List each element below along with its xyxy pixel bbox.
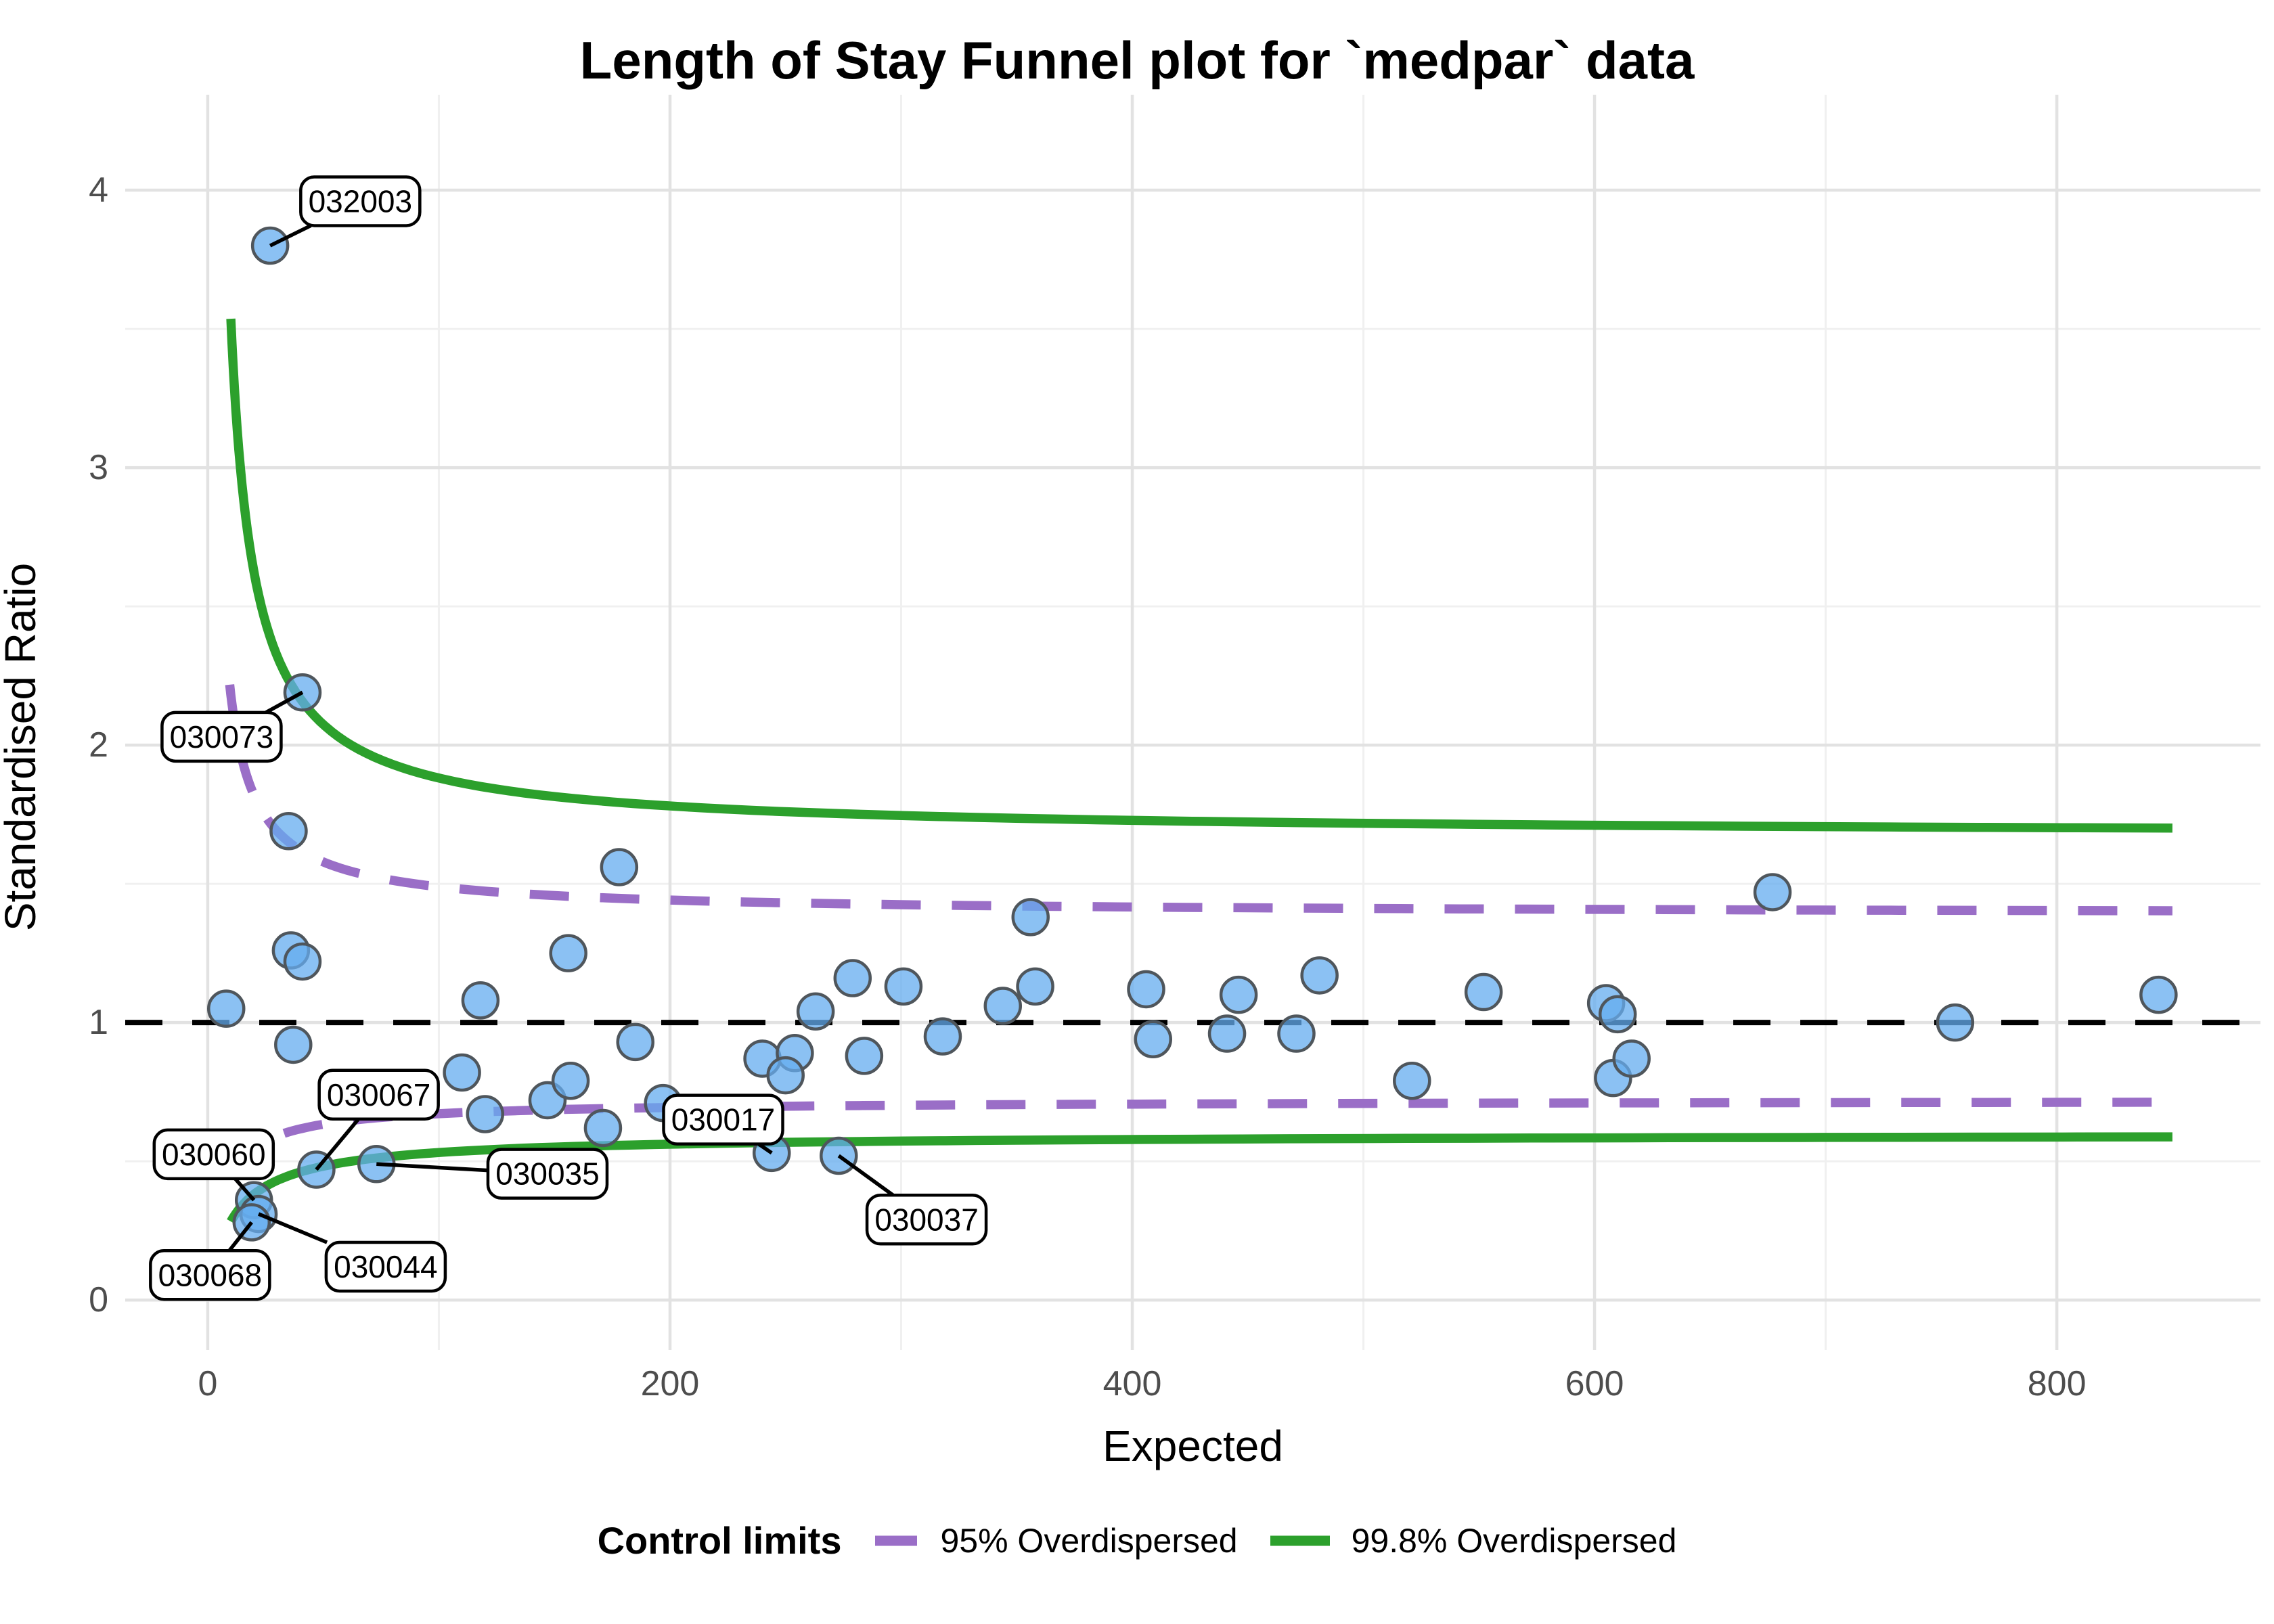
control-limit-curves bbox=[225, 318, 2172, 1224]
data-point bbox=[443, 1053, 481, 1092]
x-tick-label: 400 bbox=[1103, 1364, 1162, 1403]
legend-item-label: 95% Overdispersed bbox=[940, 1521, 1238, 1560]
annotation-label: 030017 bbox=[671, 1102, 776, 1137]
x-tick-label: 200 bbox=[641, 1364, 700, 1403]
legend-item-label: 99.8% Overdispersed bbox=[1351, 1521, 1677, 1560]
legend: Control limits 95% Overdispersed 99.8% O… bbox=[0, 1518, 2274, 1562]
legend-title: Control limits bbox=[597, 1519, 842, 1562]
data-point bbox=[1936, 1003, 1975, 1042]
data-point bbox=[983, 987, 1023, 1025]
limit-curve-upper-95 bbox=[225, 684, 2172, 916]
annotation-callout-line bbox=[233, 1177, 256, 1202]
data-point bbox=[600, 848, 639, 886]
data-points bbox=[206, 226, 2178, 1242]
data-point bbox=[833, 959, 872, 997]
annotation-label: 030035 bbox=[495, 1156, 600, 1192]
annotation-callout-line bbox=[376, 1162, 489, 1173]
annotation-label: 030044 bbox=[334, 1249, 438, 1284]
data-point bbox=[616, 1022, 654, 1062]
axis-tick-labels: 0 1 2 3 4 0 200 400 600 800 bbox=[89, 171, 2086, 1403]
annotation-callout-line bbox=[227, 1221, 253, 1252]
annotation-box bbox=[865, 1194, 988, 1246]
annotation-callout-line bbox=[837, 1154, 895, 1197]
y-tick-label: 0 bbox=[89, 1280, 108, 1320]
data-point bbox=[1464, 972, 1503, 1012]
annotation-box bbox=[152, 1128, 275, 1181]
data-point bbox=[923, 1017, 962, 1056]
annotation-label: 030068 bbox=[158, 1257, 263, 1292]
annotation-label: 030037 bbox=[874, 1202, 979, 1237]
x-tick-label: 0 bbox=[198, 1364, 217, 1403]
annotation-label: 030073 bbox=[170, 719, 274, 754]
solid-line-swatch-icon bbox=[1270, 1535, 1330, 1546]
data-point bbox=[274, 1025, 313, 1064]
y-tick-label: 3 bbox=[89, 448, 108, 487]
y-tick-label: 1 bbox=[89, 1003, 108, 1042]
data-point bbox=[1598, 995, 1637, 1034]
x-axis-title: Expected bbox=[1102, 1422, 1283, 1470]
x-tick-label: 600 bbox=[1565, 1364, 1624, 1403]
data-point bbox=[466, 1095, 505, 1133]
data-point bbox=[845, 1037, 884, 1075]
annotation-label: 030067 bbox=[327, 1077, 431, 1112]
data-point bbox=[1219, 975, 1258, 1014]
annotation-box bbox=[324, 1240, 447, 1293]
y-tick-label: 4 bbox=[89, 171, 108, 210]
legend-item-998: 99.8% Overdispersed bbox=[1269, 1521, 1677, 1560]
annotation-callout-line bbox=[258, 1212, 328, 1244]
annotation-box bbox=[160, 710, 283, 763]
data-point bbox=[551, 1062, 590, 1100]
annotations: 032003 030073 030067 030060 030068 030044 0300… bbox=[149, 175, 988, 1301]
data-point bbox=[766, 1056, 805, 1095]
dashed-line-swatch-icon bbox=[875, 1535, 918, 1546]
y-tick-label: 2 bbox=[89, 725, 108, 765]
annotation-callout-line bbox=[315, 1118, 360, 1171]
data-point bbox=[583, 1108, 623, 1148]
data-point bbox=[1300, 956, 1339, 995]
annotation-box bbox=[486, 1148, 609, 1200]
data-point bbox=[1207, 1014, 1247, 1053]
data-point bbox=[1016, 967, 1054, 1006]
annotation-box bbox=[149, 1249, 271, 1301]
annotation-label: 032003 bbox=[309, 183, 413, 219]
gridlines bbox=[125, 95, 2260, 1350]
data-point bbox=[1753, 873, 1792, 911]
x-tick-label: 800 bbox=[2028, 1364, 2087, 1403]
data-point bbox=[1612, 1039, 1651, 1078]
y-axis-title: Standardised Ratio bbox=[0, 562, 45, 932]
data-point bbox=[1127, 970, 1165, 1009]
data-point bbox=[549, 934, 587, 972]
annotation-box bbox=[299, 175, 422, 227]
data-point bbox=[796, 992, 835, 1031]
annotation-callout-line bbox=[265, 690, 304, 715]
data-point bbox=[1134, 1020, 1173, 1059]
data-point bbox=[269, 811, 308, 851]
annotation-box bbox=[662, 1093, 784, 1146]
data-point bbox=[1277, 1014, 1316, 1053]
data-point bbox=[283, 942, 322, 981]
data-point bbox=[206, 989, 246, 1028]
annotation-label: 030060 bbox=[162, 1137, 266, 1172]
limit-curve-upper-99.8 bbox=[226, 318, 2172, 833]
data-point bbox=[2139, 975, 2178, 1014]
data-point bbox=[884, 967, 923, 1006]
annotation-callout-line bbox=[269, 223, 312, 248]
annotation-box bbox=[317, 1068, 440, 1121]
data-point bbox=[1393, 1062, 1431, 1100]
page-title: Length of Stay Funnel plot for `medpar` … bbox=[579, 30, 1695, 90]
data-point bbox=[461, 981, 500, 1020]
data-point bbox=[1011, 898, 1050, 937]
legend-item-95: 95% Overdispersed bbox=[872, 1521, 1238, 1560]
